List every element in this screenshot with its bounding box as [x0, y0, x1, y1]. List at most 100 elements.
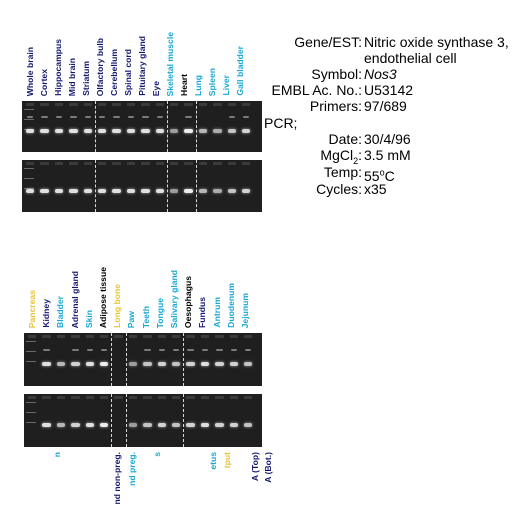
- mgcl-label: MgCl2:: [320, 147, 362, 166]
- lane-separator: [183, 394, 185, 447]
- gel-band: [85, 362, 94, 367]
- ladder-mark: [24, 188, 34, 189]
- gel-band: [141, 129, 150, 134]
- gel-faint-band: [230, 348, 237, 351]
- gel-band: [54, 129, 64, 134]
- bottom-lane-labels: Pancreas Kidney Bladder Adrenal gland Skin Ad…: [24, 246, 262, 328]
- ladder-mark: [24, 168, 34, 169]
- gel-well: [85, 335, 94, 338]
- gel-band: [98, 188, 107, 193]
- gel-well: [155, 103, 164, 106]
- ladder-mark: [24, 119, 34, 120]
- gel-band: [200, 423, 210, 428]
- gel-well: [215, 335, 224, 338]
- symbol-value: Nos3: [364, 66, 397, 82]
- lane-label: nd non-preg.: [112, 452, 122, 505]
- lane-label: A (Top): [250, 452, 260, 482]
- gel-band: [215, 423, 224, 428]
- lane-separator: [95, 101, 96, 152]
- gel-band: [157, 423, 166, 428]
- gel-band: [198, 188, 208, 193]
- gel-well: [198, 103, 208, 106]
- gel-band: [155, 129, 164, 134]
- gel-well: [112, 162, 121, 165]
- gel-band: [56, 362, 66, 367]
- lane-separator: [111, 394, 113, 447]
- gel-faint-band: [43, 348, 50, 351]
- gel-band: [83, 188, 92, 193]
- gel-well: [26, 162, 35, 165]
- gel-well: [128, 396, 138, 399]
- gel-well: [26, 103, 35, 106]
- gel-faint-band: [144, 348, 151, 351]
- lane-separator: [167, 160, 168, 212]
- gel-band: [170, 188, 179, 193]
- ladder-mark: [26, 422, 36, 423]
- gel-band: [83, 129, 92, 134]
- temp-label: Temp:: [323, 164, 362, 180]
- lane-label: Jejunum: [240, 292, 250, 328]
- gel-faint-band: [228, 116, 235, 119]
- gel-well: [100, 335, 109, 338]
- gel-band: [172, 423, 181, 428]
- gel-well: [28, 396, 37, 399]
- lane-label: etus: [208, 452, 218, 470]
- temp-value-sup: o: [379, 167, 385, 177]
- gel-faint-band: [113, 116, 120, 119]
- gel-faint-band: [201, 348, 209, 351]
- bottom-gel-2: [24, 394, 262, 447]
- gel-band: [42, 362, 51, 367]
- gel-well: [83, 162, 92, 165]
- gel-faint-band: [41, 116, 48, 119]
- gel-faint-band: [84, 116, 91, 119]
- bottom-gel-1: [24, 333, 262, 386]
- gel-well: [71, 335, 80, 338]
- gene-label-wrap: Gene/EST:: [0, 34, 362, 50]
- lane-label: nd preg.: [127, 452, 137, 486]
- gel-band: [71, 423, 80, 428]
- gel-band: [54, 188, 64, 193]
- gel-band: [126, 129, 136, 134]
- mgcl-label-sub: 2: [353, 155, 359, 166]
- cycles-value: x35: [364, 181, 387, 197]
- gel-band: [40, 188, 49, 193]
- gel-faint-band: [245, 348, 252, 351]
- lane-label: n: [52, 452, 62, 458]
- ladder-mark: [26, 412, 36, 413]
- gel-well: [172, 335, 181, 338]
- lane-label: A (Bot.): [263, 452, 273, 483]
- gel-band: [170, 129, 179, 134]
- gel-faint-band: [27, 116, 34, 119]
- gel-band: [98, 129, 107, 134]
- gel-well: [213, 103, 222, 106]
- gel-well: [100, 396, 109, 399]
- gel-band: [227, 188, 236, 193]
- gel-faint-band: [70, 116, 77, 119]
- gel-band: [186, 423, 195, 428]
- gel-faint-band: [127, 116, 135, 119]
- ladder-mark: [26, 351, 36, 352]
- gel-band: [128, 362, 138, 367]
- ladder-mark: [26, 361, 36, 362]
- gel-band: [184, 129, 193, 134]
- gel-band: [213, 188, 222, 193]
- gel-well: [229, 396, 238, 399]
- top-gel-1: [22, 101, 262, 152]
- temp-value-unit: C: [384, 167, 395, 184]
- gel-band: [26, 129, 35, 134]
- lane-label: Fundus: [197, 296, 208, 328]
- gel-well: [157, 396, 166, 399]
- lane-separator: [167, 101, 168, 152]
- lane-label: Oesophagus: [183, 275, 194, 328]
- gel-band: [242, 188, 251, 193]
- gel-faint-band: [55, 116, 63, 119]
- gel-faint-band: [72, 348, 79, 351]
- lane-separator: [111, 333, 113, 386]
- gel-band: [69, 188, 78, 193]
- gel-band: [213, 129, 222, 134]
- gel-well: [227, 103, 236, 106]
- gel-band: [85, 423, 94, 428]
- gel-well: [56, 396, 66, 399]
- gel-well: [155, 162, 164, 165]
- gel-band: [198, 129, 208, 134]
